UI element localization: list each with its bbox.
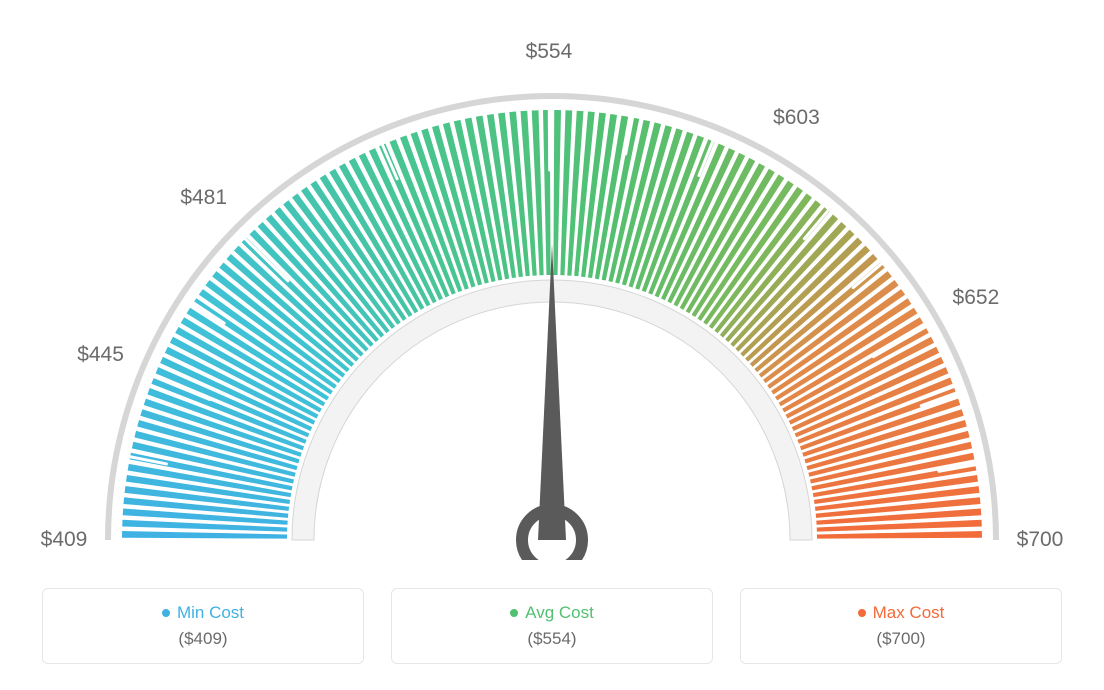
gauge bbox=[0, 0, 1104, 560]
legend: Min Cost ($409) Avg Cost ($554) Max Cost… bbox=[0, 588, 1104, 664]
gauge-tick-label: $554 bbox=[526, 40, 573, 64]
gauge-tick-label: $652 bbox=[953, 286, 1000, 310]
legend-dot-max bbox=[858, 609, 866, 617]
legend-value-min: ($409) bbox=[178, 629, 227, 649]
gauge-tick-label: $409 bbox=[41, 528, 88, 552]
gauge-tick-label: $603 bbox=[773, 106, 820, 130]
legend-value-avg: ($554) bbox=[527, 629, 576, 649]
legend-card-avg: Avg Cost ($554) bbox=[391, 588, 713, 664]
legend-title-min: Min Cost bbox=[162, 603, 244, 623]
legend-card-min: Min Cost ($409) bbox=[42, 588, 364, 664]
gauge-tick-label: $445 bbox=[77, 343, 124, 367]
legend-value-max: ($700) bbox=[876, 629, 925, 649]
legend-card-max: Max Cost ($700) bbox=[740, 588, 1062, 664]
legend-dot-min bbox=[162, 609, 170, 617]
gauge-tick-label: $481 bbox=[180, 186, 227, 210]
gauge-svg bbox=[0, 0, 1104, 560]
legend-label-max: Max Cost bbox=[873, 603, 945, 623]
legend-dot-avg bbox=[510, 609, 518, 617]
legend-label-min: Min Cost bbox=[177, 603, 244, 623]
legend-title-max: Max Cost bbox=[858, 603, 945, 623]
legend-title-avg: Avg Cost bbox=[510, 603, 594, 623]
legend-label-avg: Avg Cost bbox=[525, 603, 594, 623]
chart-root: $409 $445 $481 $554 $603 $652 $700 Min Cost ($… bbox=[0, 0, 1104, 690]
gauge-tick-label: $700 bbox=[1017, 528, 1064, 552]
